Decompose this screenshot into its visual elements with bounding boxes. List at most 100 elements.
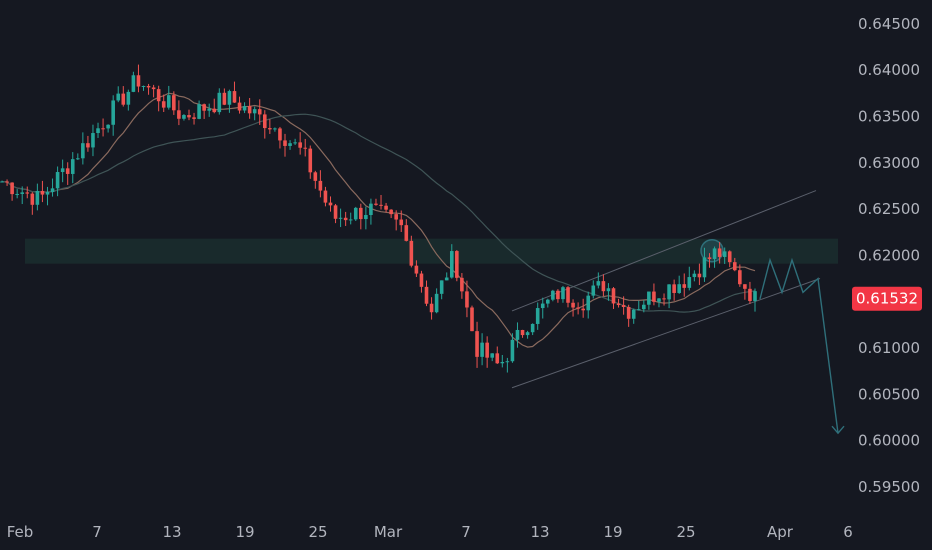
y-tick-label: 0.63000	[858, 154, 920, 172]
candle-body	[414, 265, 419, 274]
candle-body	[166, 95, 171, 108]
x-tick-label: 25	[308, 523, 327, 541]
candle-body	[424, 286, 429, 304]
candle-body	[545, 299, 550, 304]
candle-body	[455, 251, 459, 278]
candle-body	[490, 353, 495, 358]
candle-body	[177, 110, 181, 119]
candle-body	[576, 307, 580, 309]
candle-body	[384, 205, 388, 210]
candle-body	[257, 109, 262, 115]
candle-body	[434, 293, 439, 313]
candle-body	[212, 108, 217, 113]
candle-body	[525, 332, 530, 336]
y-tick-label: 0.62500	[858, 200, 920, 218]
y-tick-label: 0.63500	[858, 107, 920, 125]
candle-body	[323, 190, 328, 203]
candle-body	[273, 128, 277, 130]
ema-fast-line	[1, 92, 756, 348]
candle-body	[232, 91, 237, 103]
candle-body	[278, 128, 282, 141]
candle-body	[10, 182, 14, 195]
projection-arrowhead	[831, 425, 845, 435]
current-price-label: 0.61532	[856, 290, 918, 308]
candle-body	[308, 148, 313, 173]
candle-body	[252, 109, 257, 114]
candle-body	[460, 277, 464, 292]
x-tick-label: 25	[676, 523, 695, 541]
candle-body	[485, 342, 489, 358]
candle-body	[672, 284, 676, 293]
candle-body	[121, 93, 126, 105]
candle-body	[712, 248, 717, 259]
candle-body	[353, 207, 358, 220]
y-tick-label: 0.64000	[858, 61, 920, 79]
candle-body	[394, 214, 398, 220]
candle-body	[535, 308, 540, 324]
candle-body	[621, 305, 626, 308]
candle-body	[606, 288, 611, 292]
candle-body	[111, 100, 115, 125]
candle-body	[551, 290, 555, 300]
candle-body	[581, 308, 585, 311]
candle-body	[616, 303, 621, 306]
candle-body	[91, 133, 95, 148]
candle-body	[647, 291, 651, 305]
candle-body	[293, 142, 297, 144]
candle-body	[429, 303, 434, 313]
candle-body	[520, 329, 525, 336]
candle-body	[5, 181, 9, 183]
candle-body	[15, 193, 19, 195]
candle-body	[677, 284, 681, 293]
candle-body	[364, 215, 368, 220]
candle-body	[192, 117, 196, 119]
candle-body	[667, 284, 671, 300]
candle-body	[222, 92, 227, 105]
candle-body	[50, 188, 55, 192]
candle-body	[313, 172, 318, 181]
candle-body	[374, 203, 378, 205]
candle-body	[697, 273, 702, 278]
y-tick-label: 0.64500	[858, 15, 920, 33]
candle-body	[652, 291, 656, 302]
projection-path	[759, 257, 839, 434]
candle-body	[500, 361, 505, 364]
candle-body	[207, 108, 212, 111]
candle-body	[626, 307, 631, 319]
candle-body	[465, 291, 469, 308]
candle-body	[116, 93, 121, 101]
candle-body	[475, 331, 479, 357]
candle-body	[0, 181, 4, 183]
candle-body	[262, 114, 267, 129]
candle-body	[419, 273, 424, 287]
candle-body	[60, 168, 65, 173]
candle-body	[556, 290, 560, 300]
candle-body	[131, 75, 136, 92]
candle-body	[237, 102, 242, 111]
candle-body	[738, 270, 742, 285]
candle-body	[106, 124, 110, 129]
candle-body	[449, 251, 454, 278]
candle-body	[318, 180, 323, 191]
candle-body	[55, 172, 60, 189]
candle-body	[636, 309, 641, 311]
x-tick-label: Feb	[7, 523, 34, 541]
candle-body	[662, 298, 666, 300]
candle-body	[631, 309, 636, 319]
candle-body	[338, 217, 343, 219]
candle-body	[217, 92, 222, 113]
candle-body	[96, 128, 100, 134]
candle-body	[611, 288, 616, 304]
x-tick-label: 13	[162, 523, 181, 541]
x-tick-label: 6	[843, 523, 853, 541]
candle-body	[25, 192, 30, 194]
candle-body	[151, 87, 156, 90]
candle-body	[40, 190, 45, 195]
candle-body	[348, 219, 353, 221]
candle-body	[268, 128, 272, 130]
candle-body	[146, 85, 151, 88]
x-tick-label: 19	[603, 523, 622, 541]
candle-body	[586, 295, 591, 311]
